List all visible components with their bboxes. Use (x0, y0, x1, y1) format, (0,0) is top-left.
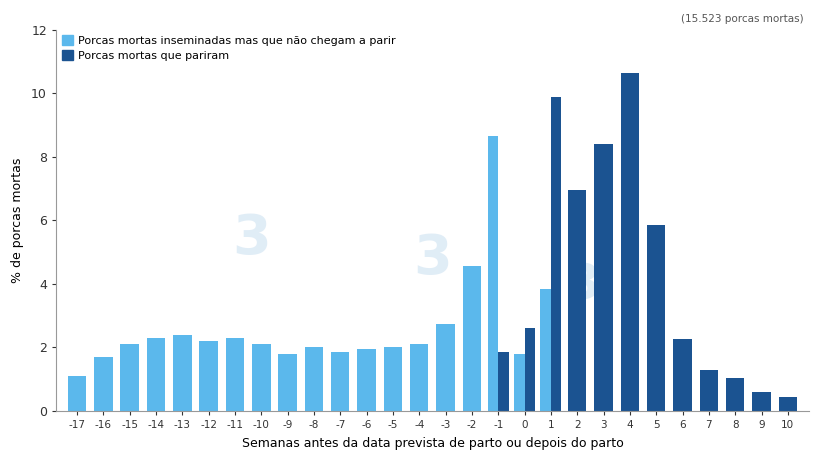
Bar (331, 352, 349, 411)
Text: 3: 3 (232, 213, 271, 266)
Bar (68, 376, 86, 411)
Text: 3: 3 (565, 261, 600, 309)
X-axis label: Semanas antes da data prevista de parto ou depois do parto: Semanas antes da data prevista de parto … (242, 437, 622, 450)
Bar (173, 335, 192, 411)
Bar (524, 328, 535, 411)
Bar (699, 370, 717, 411)
Bar (410, 344, 428, 411)
Legend: Porcas mortas inseminadas mas que não chegam a parir, Porcas mortas que pariram: Porcas mortas inseminadas mas que não ch… (61, 35, 396, 61)
Bar (751, 392, 770, 411)
Bar (462, 266, 481, 411)
Bar (568, 190, 586, 411)
Bar (594, 144, 612, 411)
Bar (487, 136, 498, 411)
Bar (225, 338, 244, 411)
Bar (646, 225, 664, 411)
Y-axis label: % de porcas mortas: % de porcas mortas (11, 158, 24, 283)
Bar (94, 357, 112, 411)
Bar (620, 73, 638, 411)
Bar (550, 97, 561, 411)
Bar (672, 339, 691, 411)
Bar (540, 289, 550, 411)
Bar (357, 349, 375, 411)
Bar (305, 348, 323, 411)
Bar (436, 324, 455, 411)
Text: (15.523 porcas mortas): (15.523 porcas mortas) (680, 14, 803, 24)
Bar (725, 378, 744, 411)
Bar (251, 344, 270, 411)
Bar (120, 344, 138, 411)
Bar (514, 354, 524, 411)
Bar (383, 348, 401, 411)
Bar (498, 352, 508, 411)
Bar (778, 396, 796, 411)
Bar (278, 354, 296, 411)
Bar (147, 338, 165, 411)
Bar (199, 341, 218, 411)
Text: 3: 3 (413, 231, 451, 285)
